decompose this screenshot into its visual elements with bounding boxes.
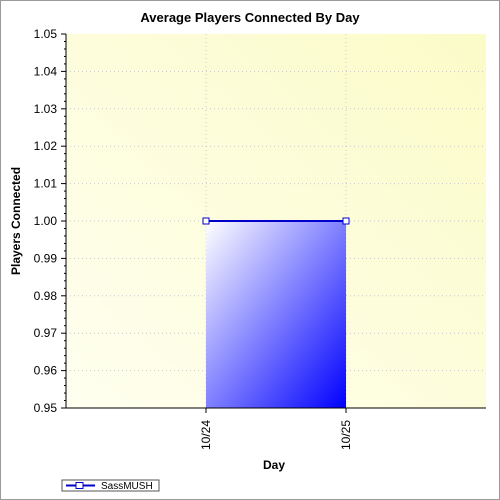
y-tick-label: 1.00 — [34, 214, 58, 228]
chart-title: Average Players Connected By Day — [140, 10, 360, 25]
y-tick-label: 1.02 — [34, 139, 58, 153]
legend: SassMUSH — [61, 479, 160, 492]
y-tick-label: 1.05 — [34, 27, 58, 41]
legend-box — [61, 479, 160, 492]
y-tick-label: 1.03 — [34, 102, 58, 116]
marker-layer — [202, 217, 350, 225]
y-axis-title: Players Connected — [9, 167, 23, 275]
series-area-sassmush — [206, 221, 346, 408]
legend-label: SassMUSH — [101, 481, 153, 492]
x-axis-title: Day — [263, 458, 285, 472]
area-layer — [206, 220, 346, 408]
y-tick-label: 1.04 — [34, 64, 58, 78]
x-axis: 10/24 10/25 — [66, 407, 486, 450]
y-axis: 0.95 0.96 0.97 0.98 0.99 1.00 1.01 1.02 1.03 1.04… — [34, 27, 67, 415]
y-tick-label: 0.96 — [34, 364, 58, 378]
data-point-marker — [202, 217, 210, 225]
x-tick-label: 10/25 — [339, 420, 353, 450]
y-tick-label: 1.01 — [34, 177, 58, 191]
legend-swatch-icon — [75, 482, 84, 489]
y-tick-label: 0.95 — [34, 401, 58, 415]
y-tick-label: 0.98 — [34, 289, 58, 303]
y-tick-label: 0.99 — [34, 251, 58, 265]
x-tick-label: 10/24 — [199, 420, 213, 450]
data-point-marker — [342, 217, 350, 225]
y-tick-label: 0.97 — [34, 326, 58, 340]
